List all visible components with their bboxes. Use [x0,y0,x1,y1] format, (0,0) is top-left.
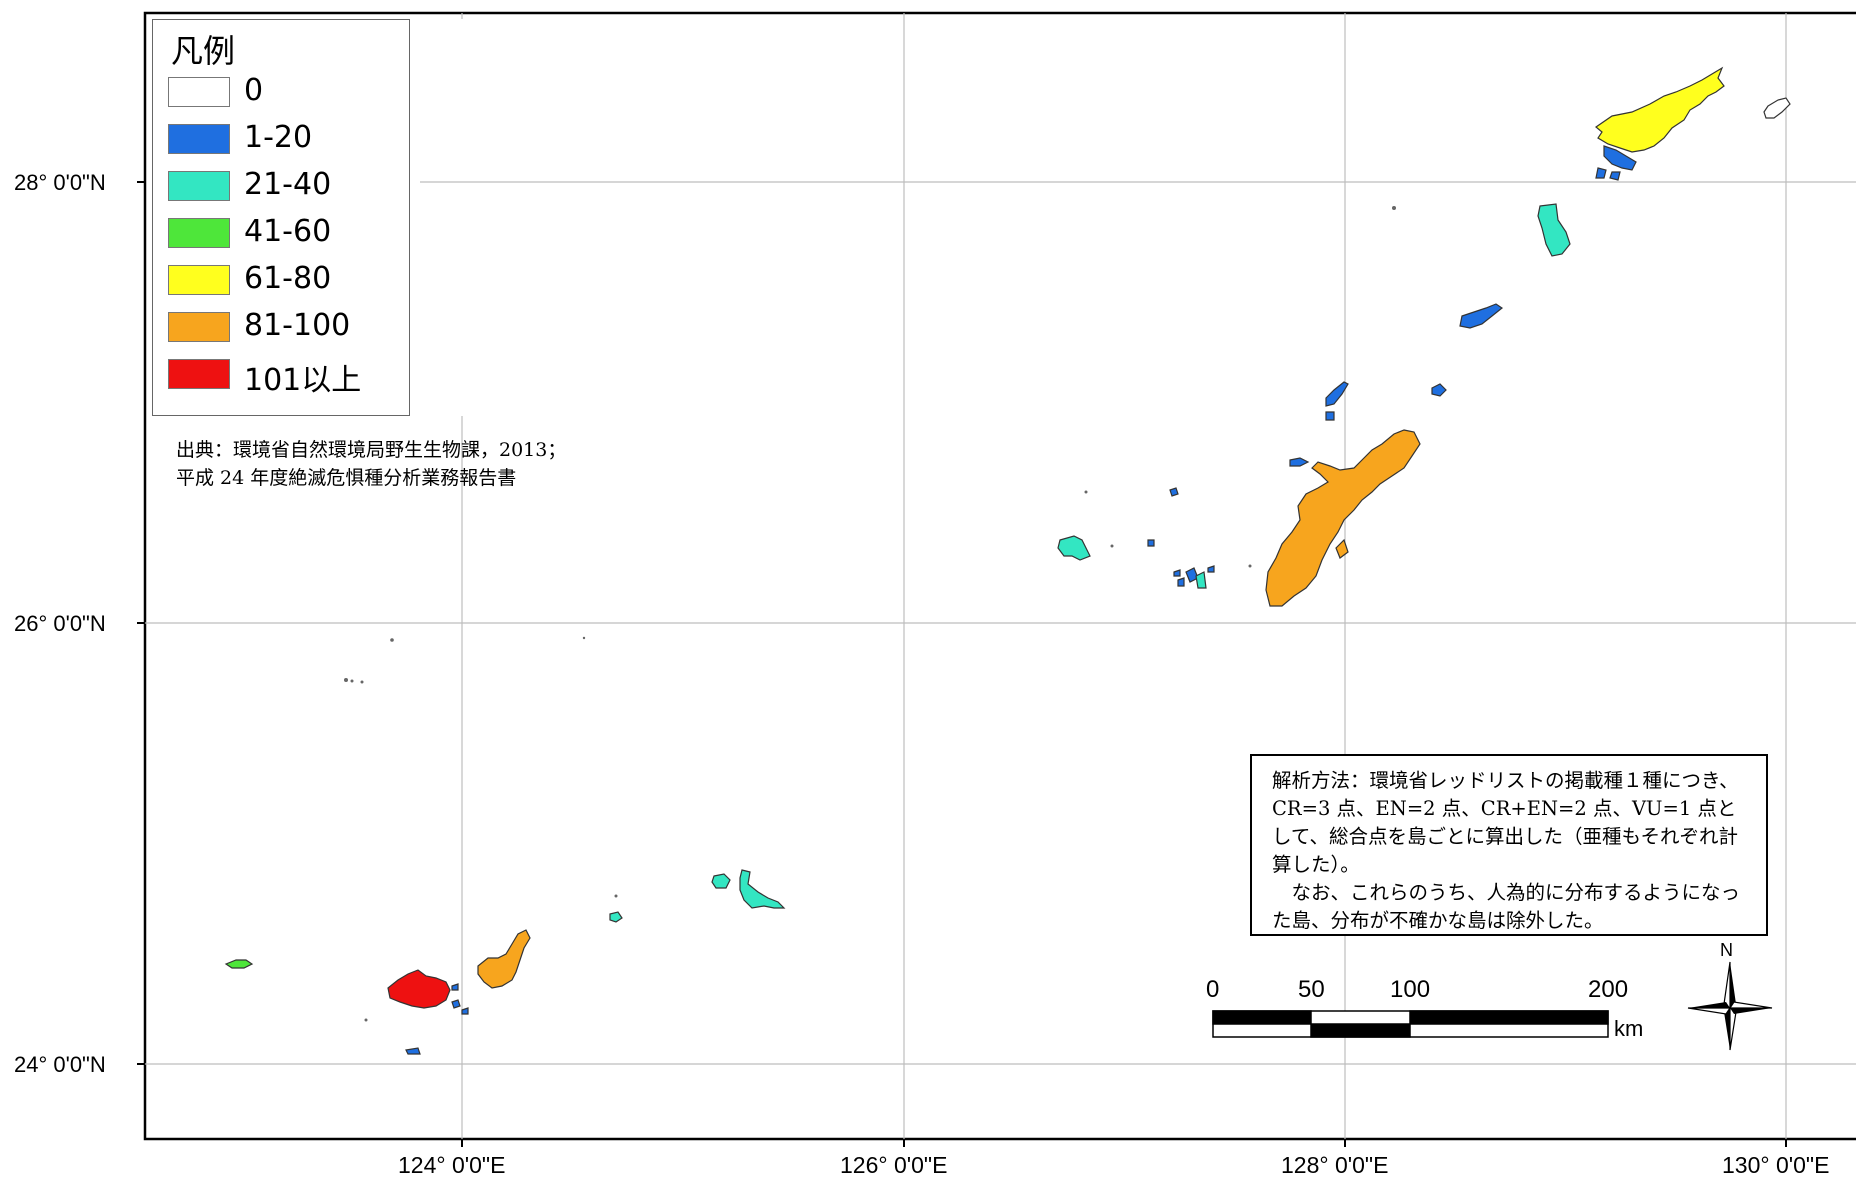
legend: 凡例 0 1-20 21-40 41-60 61-80 81-100 101以上 [152,19,410,416]
islets [344,206,1396,1022]
island-yonaguni [224,959,254,969]
island-aguni [1169,487,1179,497]
island-iheya [1325,381,1349,407]
frame-ticks [137,181,1787,1147]
legend-swatch [168,265,230,295]
island-kumejima [1057,535,1091,561]
island-iriomote [387,969,451,1009]
island-kerama-3 [1177,577,1185,587]
legend-label: 41-60 [244,214,332,249]
island-kerama-5 [1207,565,1215,573]
legend-swatch [168,77,230,107]
map-frame [143,11,1856,1141]
analysis-method-box: 解析方法：環境省レッドリストの掲載種１種につき、CR=3 点、EN=2 点、CR… [1250,754,1768,936]
scale-tick-0: 0 [1206,976,1220,1003]
legend-label: 21-40 [244,167,332,202]
island-tonaki [1147,539,1155,547]
scale-tick-50: 50 [1298,976,1325,1003]
legend-title: 凡例 [171,32,236,70]
islands [224,66,1791,1055]
island-miyakojima [739,869,786,909]
method-paragraph-1: 解析方法：環境省レッドリストの掲載種１種につき、CR=3 点、EN=2 点、CR… [1272,769,1739,876]
island-tarama [609,911,623,923]
compass-rose-icon [1687,961,1773,1051]
island-kakeroma [1603,145,1637,171]
island-taketomi [451,983,459,991]
lon-label-124: 124° 0'0"E [398,1152,506,1178]
island-kikaijima [1763,97,1791,119]
legend-swatch [168,218,230,248]
island-iejima [1289,457,1310,467]
legend-label: 61-80 [244,261,332,296]
scale-tick-200: 200 [1588,976,1629,1003]
lon-label-128: 128° 0'0"E [1281,1152,1389,1178]
legend-label: 81-100 [244,308,351,343]
scale-unit: km [1614,1016,1644,1041]
legend-label: 0 [244,73,264,108]
legend-swatch [168,171,230,201]
island-kerama-2 [1195,571,1207,589]
island-hateruma [405,1047,421,1055]
legend-label: 1-20 [244,120,313,155]
island-ishigaki [477,929,531,989]
scale-bar [1212,1010,1609,1038]
legend-swatch [168,312,230,342]
island-tokunoshima [1537,203,1571,257]
island-izena [1325,411,1335,421]
legend-swatch [168,359,230,389]
source-citation: 出典：環境省自然環境局野生生物課，2013； 平成 24 年度絶滅危惧種分析業務… [176,436,566,492]
method-paragraph-2: なお、これらのうち、人為的に分布するようになった島、分布が不確かな島は除外した。 [1272,881,1741,932]
north-label: N [1720,940,1733,960]
island-irabu [711,873,731,889]
lon-label-130: 130° 0'0"E [1722,1152,1830,1178]
island-ukejima [1595,167,1607,179]
legend-label: 101以上 [244,363,362,398]
island-yoroshima [1609,171,1621,181]
lat-label-24: 24° 0'0"N [14,1052,106,1077]
scale-tick-100: 100 [1390,976,1431,1003]
source-line-2: 平成 24 年度絶滅危惧種分析業務報告書 [176,467,517,489]
graticule [145,13,1856,1139]
lat-label-28: 28° 0'0"N [14,170,106,195]
island-okinawa-honto [1265,429,1421,607]
island-yoron [1431,383,1447,397]
lat-label-26: 26° 0'0"N [14,611,106,636]
legend-swatch [168,124,230,154]
island-kerama-4 [1173,569,1181,577]
island-kohama [451,999,461,1009]
island-kuroshima [461,1007,469,1015]
source-line-1: 出典：環境省自然環境局野生生物課，2013； [176,439,567,461]
island-okinawa-east [1335,538,1349,559]
island-amami-oshima [1595,66,1725,153]
lon-label-126: 126° 0'0"E [840,1152,948,1178]
island-okinoerabu [1459,303,1504,329]
